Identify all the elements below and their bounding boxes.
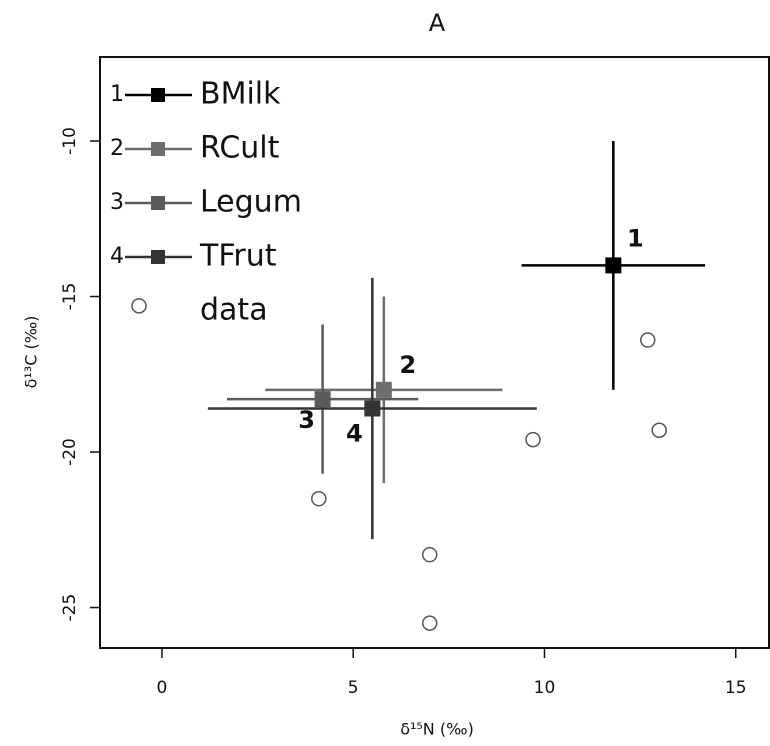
y-tick-label: -15 <box>60 283 80 311</box>
data-point <box>421 615 438 631</box>
data-point <box>639 332 656 348</box>
legend-symbol <box>151 88 165 102</box>
legend-number: 1 <box>110 82 124 107</box>
y-tick-label: -10 <box>60 127 80 155</box>
plot-frame <box>99 56 770 649</box>
x-tick-label: 15 <box>725 678 747 698</box>
data-point <box>651 422 667 439</box>
legend-number: 3 <box>110 190 124 215</box>
point-annotation: 2 <box>399 351 416 379</box>
legend-symbol <box>151 250 165 264</box>
legend-number: 2 <box>110 136 124 161</box>
mean-point <box>364 400 381 417</box>
x-tick-label: 5 <box>348 678 359 698</box>
mean-point <box>314 391 331 408</box>
y-axis-label: δ¹³C (‰) <box>22 316 41 389</box>
legend-symbol <box>151 142 165 156</box>
data-point <box>525 431 541 448</box>
y-tick-label: -25 <box>60 594 80 622</box>
legend-label: BMilk <box>200 77 281 112</box>
data-point <box>421 546 438 563</box>
legend-label: TFrut <box>199 239 277 274</box>
data-point <box>311 490 327 507</box>
x-tick-label: 10 <box>534 678 556 698</box>
point-annotation: 4 <box>346 419 363 447</box>
legend-number: 4 <box>110 244 124 269</box>
mean-point <box>375 381 392 398</box>
point-annotation: 1 <box>627 224 644 252</box>
data-point <box>131 298 147 314</box>
point-annotation: 3 <box>298 406 315 434</box>
legend-label: Legum <box>200 185 302 220</box>
legend-symbol <box>151 196 165 210</box>
y-tick-label: -20 <box>60 438 80 466</box>
chart-title: A <box>429 9 446 37</box>
x-axis-label: δ¹⁵N (‰) <box>400 720 474 739</box>
mean-point <box>605 257 622 274</box>
legend-label: data <box>200 293 268 328</box>
legend-label: RCult <box>200 131 280 166</box>
x-tick-label: 0 <box>157 678 168 698</box>
